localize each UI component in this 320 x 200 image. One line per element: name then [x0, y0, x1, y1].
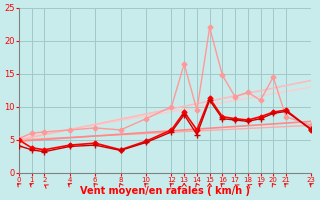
- X-axis label: Vent moyen/en rafales ( km/h ): Vent moyen/en rafales ( km/h ): [80, 186, 250, 196]
